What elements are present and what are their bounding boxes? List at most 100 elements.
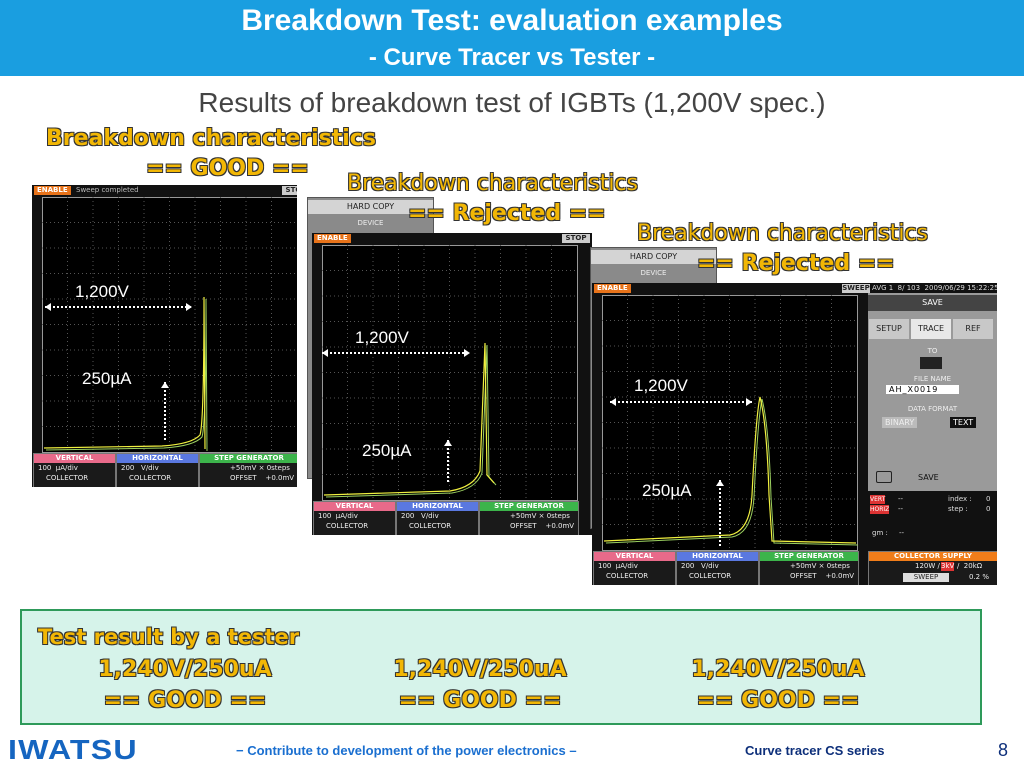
- scope-screen: ENABLE AVG 1 8/ 103 2009/06/29 15:22:25 SW…: [592, 283, 997, 585]
- enable-badge: ENABLE: [314, 234, 351, 243]
- panel-line: COLLECTOR: [409, 522, 452, 530]
- supply-title: COLLECTOR SUPPLY: [869, 552, 997, 561]
- setting-panel: HORIZONTAL 200 V/div COLLECTOR: [676, 551, 759, 585]
- panel-line: 100 µA/div: [318, 512, 358, 520]
- current-label: 250µA: [642, 481, 692, 500]
- supply-power: 120W /: [915, 562, 940, 570]
- save-action: SAVE: [918, 473, 939, 482]
- panel-line: COLLECTOR: [689, 572, 732, 580]
- setting-panel: STEP GENERATOR +50mV × 0steps OFFSET +0.0m…: [479, 501, 579, 535]
- setting-panel: VERTICAL 100 µA/div COLLECTOR: [33, 453, 116, 487]
- panel-title: STEP GENERATOR: [760, 552, 858, 561]
- panel-title: STEP GENERATOR: [480, 502, 578, 511]
- panel-line: +50mV × 0steps: [790, 562, 850, 570]
- arrow-head: [716, 480, 724, 486]
- header-band: [0, 0, 1024, 76]
- supply-voltage: 3kV: [941, 562, 955, 571]
- format-option: TEXT: [950, 417, 977, 428]
- panel-line: COLLECTOR: [606, 572, 649, 580]
- tester-value: 1,240V/250uA: [98, 657, 272, 682]
- usb-icon: [920, 357, 942, 369]
- setting-panel: HORIZONTAL 200 V/div COLLECTOR: [116, 453, 199, 487]
- enable-badge: ENABLE: [594, 284, 631, 293]
- panel-line: 200 V/div: [401, 512, 439, 520]
- caption-result: == Rejected ==: [697, 251, 895, 276]
- series: Curve tracer CS series: [745, 743, 885, 758]
- menu-item: DEVICE: [640, 269, 667, 277]
- caption-title: Breakdown characteristics: [46, 126, 376, 151]
- format-label: DATA FORMAT: [907, 405, 958, 413]
- plot: [42, 197, 297, 453]
- setting-panel: HORIZONTAL 200 V/div COLLECTOR: [396, 501, 479, 535]
- annotation-arrows: [610, 398, 752, 548]
- enable-badge: ENABLE: [34, 186, 71, 195]
- scope-screen: ENABLE Sweep completed STOP 1,200V 250µA VERT…: [32, 185, 297, 487]
- plot: [322, 245, 578, 501]
- save-icon: [876, 471, 892, 483]
- readout-tag: VERT: [870, 495, 886, 504]
- file-name: AH_X0019: [886, 385, 959, 394]
- panel-line: OFFSET +0.0mV: [230, 474, 295, 482]
- trace: [43, 296, 206, 450]
- tagline: − Contribute to development of the power…: [236, 743, 577, 758]
- tab: SETUP: [869, 319, 909, 339]
- menu-item: DEVICE: [357, 219, 384, 227]
- current-label: 250µA: [82, 369, 132, 388]
- panel-line: OFFSET +0.0mV: [790, 572, 855, 580]
- supply-resistance: / 20kΩ: [957, 562, 983, 570]
- setting-panel: VERTICAL 100 µA/div COLLECTOR: [313, 501, 396, 535]
- setting-panel: VERTICAL 100 µA/div COLLECTOR: [593, 551, 676, 585]
- tester-title: Test result by a tester: [38, 625, 300, 649]
- collector-supply: COLLECTOR SUPPLY 120W /3kV/ 20kΩ SWEEP 0.2 …: [868, 551, 997, 585]
- trace-alt: [45, 298, 208, 452]
- tester-verdict: == GOOD ==: [696, 688, 860, 713]
- readout-value: --: [898, 495, 904, 503]
- status-info: AVG 1 8/ 103 2009/06/29 15:22:25: [872, 284, 997, 292]
- menu-title: HARD COPY: [591, 250, 716, 264]
- panel-line: COLLECTOR: [326, 522, 369, 530]
- logo: IWATSU: [8, 734, 138, 765]
- file-name-label: FILE NAME: [913, 375, 952, 383]
- format-option: BINARY: [882, 417, 918, 428]
- supply-percent: 0.2 %: [969, 573, 990, 581]
- readout-area: [868, 491, 997, 549]
- trace: [603, 396, 857, 544]
- status-button: STOP: [562, 234, 590, 243]
- arrow-head: [161, 382, 169, 388]
- slide-subtitle: - Curve Tracer vs Tester -: [368, 44, 656, 71]
- panel-title: VERTICAL: [314, 502, 395, 511]
- panel-title: HORIZONTAL: [117, 454, 198, 463]
- status-button: STOP: [282, 186, 297, 195]
- readout-num: 0: [986, 505, 991, 513]
- plot: [602, 295, 859, 551]
- readout-num: 0: [986, 495, 991, 503]
- tester-box: [20, 609, 982, 725]
- caption-result: == GOOD ==: [146, 156, 309, 181]
- arrow-head: [444, 440, 452, 446]
- panel-title: VERTICAL: [34, 454, 115, 463]
- panel-line: 100 µA/div: [598, 562, 638, 570]
- readout-key: index :: [948, 495, 972, 503]
- annotation-arrows: [45, 303, 192, 440]
- panel-line: +50mV × 0steps: [510, 512, 570, 520]
- status-message: Sweep completed: [76, 186, 139, 194]
- readout-tag: HORIZ: [870, 505, 890, 514]
- trace-alt: [605, 398, 859, 546]
- page-number: 8: [998, 740, 1009, 760]
- panel-line: 200 V/div: [121, 464, 159, 472]
- panel-title: VERTICAL: [594, 552, 675, 561]
- panel-title: HORIZONTAL: [397, 502, 478, 511]
- scope-screen: ENABLE STOP 1,200V 250µA VERTICAL 100 µA/div C…: [312, 233, 592, 535]
- panel-title: SAVE: [868, 295, 997, 311]
- setting-panel: STEP GENERATOR +50mV × 0steps OFFSET +0.0m…: [199, 453, 297, 487]
- tester-verdict: == GOOD ==: [103, 688, 267, 713]
- caption-result: == Rejected ==: [408, 201, 606, 226]
- heading: Results of breakdown test of IGBTs (1,20…: [198, 87, 826, 118]
- voltage-label: 1,200V: [75, 282, 129, 301]
- panel-line: OFFSET +0.0mV: [510, 522, 575, 530]
- gm-readout: gm : --: [872, 529, 905, 537]
- tester-value: 1,240V/250uA: [393, 657, 567, 682]
- caption-title: Breakdown characteristics: [637, 221, 928, 246]
- panel-line: COLLECTOR: [46, 474, 89, 482]
